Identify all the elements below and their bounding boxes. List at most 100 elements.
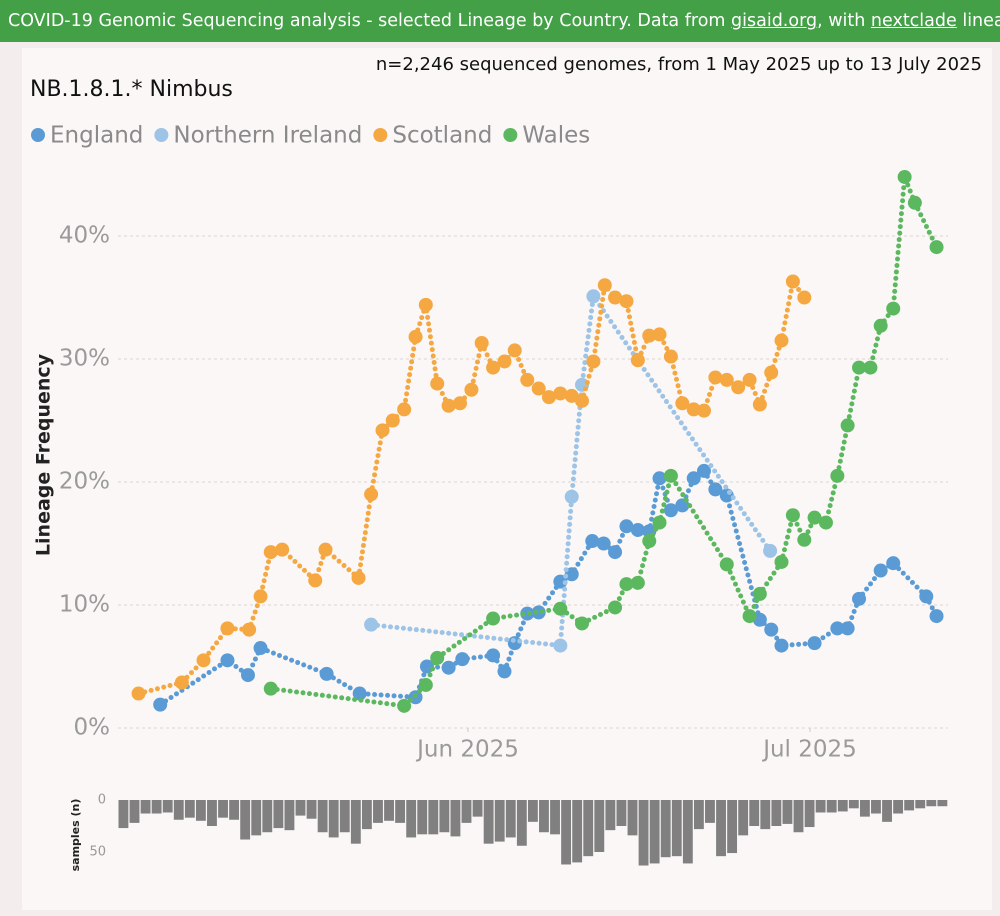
data-point xyxy=(408,329,423,344)
data-point xyxy=(497,354,512,369)
data-point xyxy=(763,543,778,558)
bar xyxy=(229,800,240,820)
bar xyxy=(472,800,483,817)
bar xyxy=(118,800,129,829)
bar xyxy=(527,800,538,822)
data-point xyxy=(785,508,800,523)
bar xyxy=(516,800,527,846)
data-point xyxy=(397,698,412,713)
bar xyxy=(328,800,339,838)
data-point xyxy=(564,489,579,504)
bar xyxy=(594,800,605,852)
legend-marker xyxy=(503,128,518,142)
data-point xyxy=(830,468,845,483)
bar xyxy=(207,800,217,826)
link[interactable]: gisaid.org xyxy=(731,11,818,31)
data-point xyxy=(397,402,412,417)
bar xyxy=(373,800,383,823)
y-tick-label: 0 xyxy=(98,793,106,808)
bar xyxy=(771,800,782,826)
bar xyxy=(251,800,262,836)
data-point xyxy=(840,418,855,433)
bar xyxy=(738,800,749,836)
bar xyxy=(450,800,461,837)
bar xyxy=(727,800,738,854)
data-point xyxy=(385,413,400,428)
legend-marker xyxy=(154,128,169,142)
data-point xyxy=(174,675,189,690)
data-point xyxy=(318,542,333,557)
data-point xyxy=(852,591,867,606)
bar xyxy=(439,800,450,833)
chart: n=2,246 sequenced genomes, from 1 May 20… xyxy=(22,48,992,910)
panel xyxy=(22,48,992,910)
bar xyxy=(682,800,693,864)
data-point xyxy=(619,519,634,534)
bar xyxy=(572,800,583,863)
data-point xyxy=(619,577,634,592)
data-point xyxy=(375,423,390,438)
data-point xyxy=(818,515,833,530)
bar xyxy=(693,800,704,830)
y-tick-label: 30% xyxy=(59,346,110,372)
bar xyxy=(417,800,428,835)
data-point xyxy=(742,609,757,624)
bar xyxy=(550,800,560,835)
bar xyxy=(660,800,671,858)
data-point xyxy=(873,563,888,578)
data-point xyxy=(253,589,268,604)
data-point xyxy=(240,668,255,683)
data-point xyxy=(131,686,146,701)
data-point xyxy=(719,488,734,503)
header-text: , with xyxy=(817,11,871,31)
bar xyxy=(815,800,826,813)
data-point xyxy=(608,600,623,615)
bar xyxy=(339,800,350,833)
bar xyxy=(483,800,494,844)
data-point xyxy=(153,697,168,712)
bar xyxy=(671,800,682,857)
legend-marker xyxy=(31,128,45,142)
data-point xyxy=(507,343,522,358)
bar xyxy=(926,800,937,807)
data-point xyxy=(242,622,257,637)
y-tick-label: 20% xyxy=(59,469,110,495)
data-point xyxy=(541,390,556,405)
data-point xyxy=(663,349,678,364)
link[interactable]: nextclade xyxy=(870,11,957,31)
data-point xyxy=(586,354,601,369)
data-point xyxy=(830,621,845,636)
bar xyxy=(173,800,184,820)
bar xyxy=(893,800,904,814)
data-point xyxy=(630,522,645,537)
bar xyxy=(350,800,361,844)
bar xyxy=(151,800,162,814)
data-point xyxy=(364,487,379,502)
bar xyxy=(140,800,151,814)
y-tick-label: 40% xyxy=(59,223,110,249)
bar xyxy=(317,800,328,833)
bar xyxy=(705,800,715,823)
data-point xyxy=(652,471,667,486)
bar xyxy=(793,800,804,833)
data-point xyxy=(575,393,589,408)
data-point xyxy=(441,398,456,413)
data-point xyxy=(319,666,334,681)
data-point xyxy=(220,653,235,668)
data-point xyxy=(652,327,667,342)
data-point xyxy=(553,638,568,653)
data-point xyxy=(430,650,445,665)
data-point xyxy=(797,290,812,305)
data-point xyxy=(752,586,767,601)
data-point xyxy=(764,365,779,380)
legend-label: Scotland xyxy=(392,123,492,149)
data-point xyxy=(630,353,645,368)
data-point xyxy=(774,554,789,569)
series-line xyxy=(157,467,940,708)
bar xyxy=(539,800,549,833)
series-line xyxy=(136,275,807,697)
data-point xyxy=(464,382,479,397)
data-point xyxy=(263,545,278,560)
data-point xyxy=(886,556,901,571)
